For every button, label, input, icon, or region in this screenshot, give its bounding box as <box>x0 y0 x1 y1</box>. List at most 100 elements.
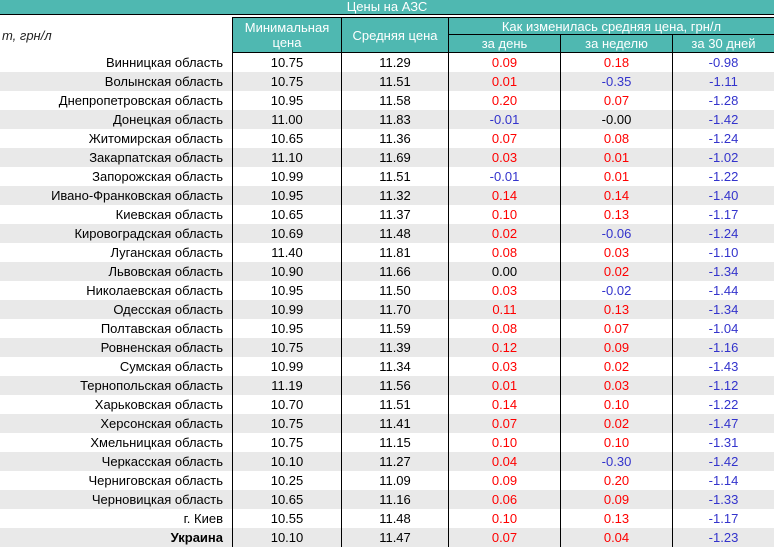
column-header-week: за неделю <box>560 35 672 53</box>
region-cell: Днепропетровская область <box>58 93 223 108</box>
avg-price-cell: 11.66 <box>341 262 448 281</box>
week-change-cell: 0.10 <box>560 433 672 452</box>
min-price-cell: 11.10 <box>232 148 341 167</box>
region-cell: Сумская область <box>119 359 223 374</box>
column-header-30days: за 30 дней <box>672 35 774 53</box>
day-change-cell: 0.08 <box>448 243 560 262</box>
month-change-cell: -1.24 <box>672 224 774 243</box>
min-price-cell: 10.90 <box>232 262 341 281</box>
region-cell: Черниговская область <box>88 473 223 488</box>
min-price-cell: 10.75 <box>232 72 341 91</box>
min-price-cell: 10.25 <box>232 471 341 490</box>
region-cell: Тернопольская область <box>80 378 223 393</box>
table-row: г. Киев 10.55 11.48 0.10 0.13 -1.17 <box>0 509 774 528</box>
day-change-cell: 0.07 <box>448 414 560 433</box>
table-row: Львовская область 10.90 11.66 0.00 0.02 -1.34 <box>0 262 774 281</box>
min-price-cell: 10.75 <box>232 53 341 72</box>
week-change-cell: 0.07 <box>560 91 672 110</box>
month-change-cell: -1.42 <box>672 452 774 471</box>
table-row: Винницкая область 10.75 11.29 0.09 0.18 -0.98 <box>0 53 774 72</box>
week-change-cell: 0.10 <box>560 395 672 414</box>
day-change-cell: 0.04 <box>448 452 560 471</box>
month-change-cell: -1.17 <box>672 205 774 224</box>
region-cell: Киевская область <box>115 207 223 222</box>
min-price-cell: 11.40 <box>232 243 341 262</box>
table-row: Черновицкая область 10.65 11.16 0.06 0.09 -1.… <box>0 490 774 509</box>
week-change-cell: 0.03 <box>560 376 672 395</box>
day-change-cell: 0.08 <box>448 319 560 338</box>
avg-price-cell: 11.83 <box>341 110 448 129</box>
week-change-cell: 0.01 <box>560 148 672 167</box>
avg-price-cell: 11.27 <box>341 452 448 471</box>
min-price-cell: 10.75 <box>232 433 341 452</box>
table-row: Волынская область 10.75 11.51 0.01 -0.35 -1.1… <box>0 72 774 91</box>
min-price-cell: 10.65 <box>232 129 341 148</box>
min-price-cell: 10.65 <box>232 490 341 509</box>
avg-price-cell: 11.58 <box>341 91 448 110</box>
day-change-cell: 0.03 <box>448 148 560 167</box>
table-row: Кировоградская область 10.69 11.48 0.02 -0.0… <box>0 224 774 243</box>
month-change-cell: -1.24 <box>672 129 774 148</box>
price-table-body: Винницкая область 10.75 11.29 0.09 0.18 -0.98… <box>0 53 774 547</box>
column-header-avg-price: Средняя цена <box>341 17 448 53</box>
avg-price-cell: 11.56 <box>341 376 448 395</box>
region-cell: Ровненская область <box>100 340 223 355</box>
week-change-cell: 0.09 <box>560 338 672 357</box>
avg-price-cell: 11.50 <box>341 281 448 300</box>
min-price-cell: 10.95 <box>232 91 341 110</box>
region-cell: Одесская область <box>113 302 223 317</box>
day-change-cell: 0.00 <box>448 262 560 281</box>
avg-price-cell: 11.51 <box>341 72 448 91</box>
avg-price-cell: 11.41 <box>341 414 448 433</box>
min-price-cell: 10.70 <box>232 395 341 414</box>
avg-price-cell: 11.48 <box>341 224 448 243</box>
region-cell: Волынская область <box>104 74 223 89</box>
month-change-cell: -1.34 <box>672 262 774 281</box>
region-cell: Хмельницкая область <box>90 435 223 450</box>
week-change-cell: 0.04 <box>560 528 672 547</box>
week-change-cell: 0.03 <box>560 243 672 262</box>
table-row: Донецкая область 11.00 11.83 -0.01 -0.00 -1.4… <box>0 110 774 129</box>
column-header-change-title: Как изменилась средняя цена, грн/л <box>448 17 774 35</box>
region-cell: Украина <box>170 530 223 545</box>
avg-price-cell: 11.37 <box>341 205 448 224</box>
min-price-cell: 11.19 <box>232 376 341 395</box>
week-change-cell: 0.09 <box>560 490 672 509</box>
min-price-cell: 10.65 <box>232 205 341 224</box>
week-change-cell: 0.01 <box>560 167 672 186</box>
avg-price-cell: 11.15 <box>341 433 448 452</box>
column-header-change-subrow: за день за неделю за 30 дней <box>448 35 774 53</box>
month-change-cell: -1.47 <box>672 414 774 433</box>
region-cell: Николаевская область <box>86 283 223 298</box>
day-change-cell: 0.10 <box>448 433 560 452</box>
month-change-cell: -1.22 <box>672 167 774 186</box>
avg-price-cell: 11.36 <box>341 129 448 148</box>
min-price-cell: 10.95 <box>232 319 341 338</box>
day-change-cell: 0.03 <box>448 281 560 300</box>
table-row: Черкасская область 10.10 11.27 0.04 -0.30 -1.… <box>0 452 774 471</box>
week-change-cell: -0.30 <box>560 452 672 471</box>
region-cell: Закарпатская область <box>89 150 223 165</box>
table-row: Херсонская область 10.75 11.41 0.07 0.02 -1.4… <box>0 414 774 433</box>
week-change-cell: 0.14 <box>560 186 672 205</box>
column-header-min-price: Минимальная цена <box>232 17 341 53</box>
month-change-cell: -1.14 <box>672 471 774 490</box>
avg-price-cell: 11.51 <box>341 167 448 186</box>
table-row: Запорожская область 10.99 11.51 -0.01 0.01 -1… <box>0 167 774 186</box>
region-cell: Полтавская область <box>100 321 223 336</box>
month-change-cell: -1.44 <box>672 281 774 300</box>
region-cell: Черкасская область <box>101 454 223 469</box>
week-change-cell: 0.02 <box>560 262 672 281</box>
region-cell: Запорожская область <box>92 169 223 184</box>
week-change-cell: 0.13 <box>560 205 672 224</box>
avg-price-cell: 11.09 <box>341 471 448 490</box>
day-change-cell: 0.09 <box>448 53 560 72</box>
day-change-cell: 0.07 <box>448 129 560 148</box>
week-change-cell: 0.13 <box>560 509 672 528</box>
day-change-cell: 0.20 <box>448 91 560 110</box>
table-row: Украина 10.10 11.47 0.07 0.04 -1.23 <box>0 528 774 547</box>
min-price-cell: 10.99 <box>232 167 341 186</box>
day-change-cell: 0.01 <box>448 376 560 395</box>
day-change-cell: 0.02 <box>448 224 560 243</box>
avg-price-cell: 11.70 <box>341 300 448 319</box>
